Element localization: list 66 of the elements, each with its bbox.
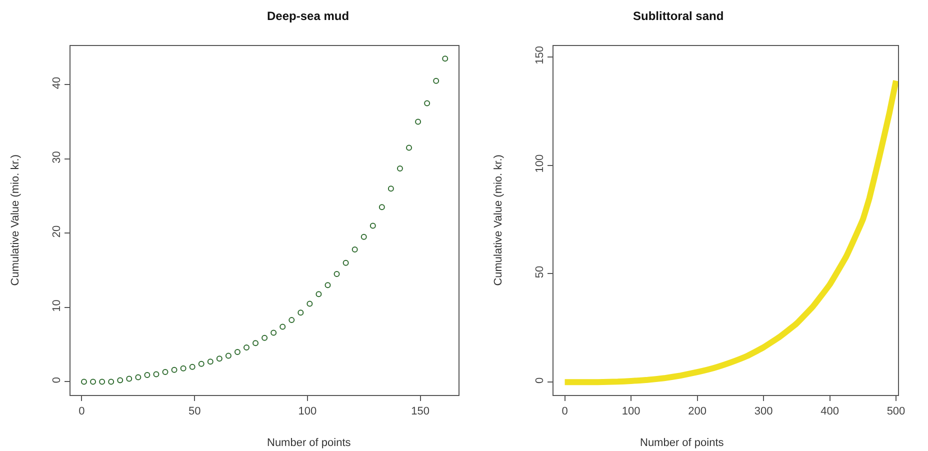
x-tick-label: 100 [298, 405, 317, 418]
point [396, 166, 403, 172]
y-tick-label: 100 [534, 154, 546, 173]
point [216, 356, 222, 362]
point [108, 378, 114, 385]
point [360, 234, 367, 240]
point [298, 310, 304, 316]
x-tick-label: 300 [754, 405, 773, 418]
y-tick-label: 40 [51, 76, 64, 90]
point [316, 291, 322, 298]
point [324, 282, 331, 288]
point [81, 378, 87, 385]
y-tick-label: 0 [51, 377, 64, 384]
point [117, 377, 124, 384]
point [262, 334, 268, 341]
y-tick-label: 50 [534, 266, 546, 278]
point [424, 100, 430, 106]
x-axis-title: Number of points [267, 437, 352, 449]
chart-title: Deep-sea mud [267, 9, 350, 23]
x-tick-label: 200 [688, 405, 706, 418]
x-tick-label: 0 [562, 405, 568, 418]
point [144, 372, 150, 378]
y-tick-label: 20 [51, 225, 64, 238]
point [334, 271, 340, 278]
point [99, 378, 106, 385]
y-tick-label: 150 [534, 46, 546, 64]
point [388, 186, 394, 192]
x-tick-label: 50 [188, 405, 201, 418]
point [378, 204, 385, 210]
point [280, 324, 286, 330]
point [135, 374, 142, 380]
x-tick-label: 150 [411, 405, 430, 418]
point [415, 118, 422, 125]
point [252, 340, 259, 346]
point [270, 330, 277, 336]
point [189, 364, 196, 370]
x-tick-label: 400 [820, 405, 839, 418]
x-tick-label: 500 [886, 405, 906, 418]
y-tick-label: 10 [51, 300, 64, 312]
x-axis-title: Number of points [640, 437, 724, 449]
point [162, 369, 168, 376]
point [370, 222, 376, 229]
point [171, 366, 178, 373]
x-tick-label: 100 [622, 405, 640, 418]
point [126, 376, 132, 382]
point [433, 78, 440, 84]
point [244, 344, 250, 351]
point [288, 317, 295, 324]
point [352, 246, 358, 252]
point [442, 56, 448, 62]
point [198, 360, 204, 367]
y-tick-label: 0 [534, 377, 546, 384]
y-axis-title: Cumulative Value (mio. kr.) [10, 154, 22, 286]
y-axis-title: Cumulative Value (mio. kr.) [492, 154, 505, 286]
point [225, 352, 232, 359]
point [207, 358, 214, 365]
point [342, 260, 349, 266]
point [153, 371, 160, 378]
point [234, 349, 240, 355]
chart-title: Sublittoral sand [633, 9, 724, 23]
point [406, 144, 412, 151]
point [306, 300, 313, 307]
y-tick-label: 30 [51, 151, 64, 164]
x-tick-label: 0 [78, 405, 85, 418]
point [90, 378, 96, 385]
point [180, 365, 186, 372]
